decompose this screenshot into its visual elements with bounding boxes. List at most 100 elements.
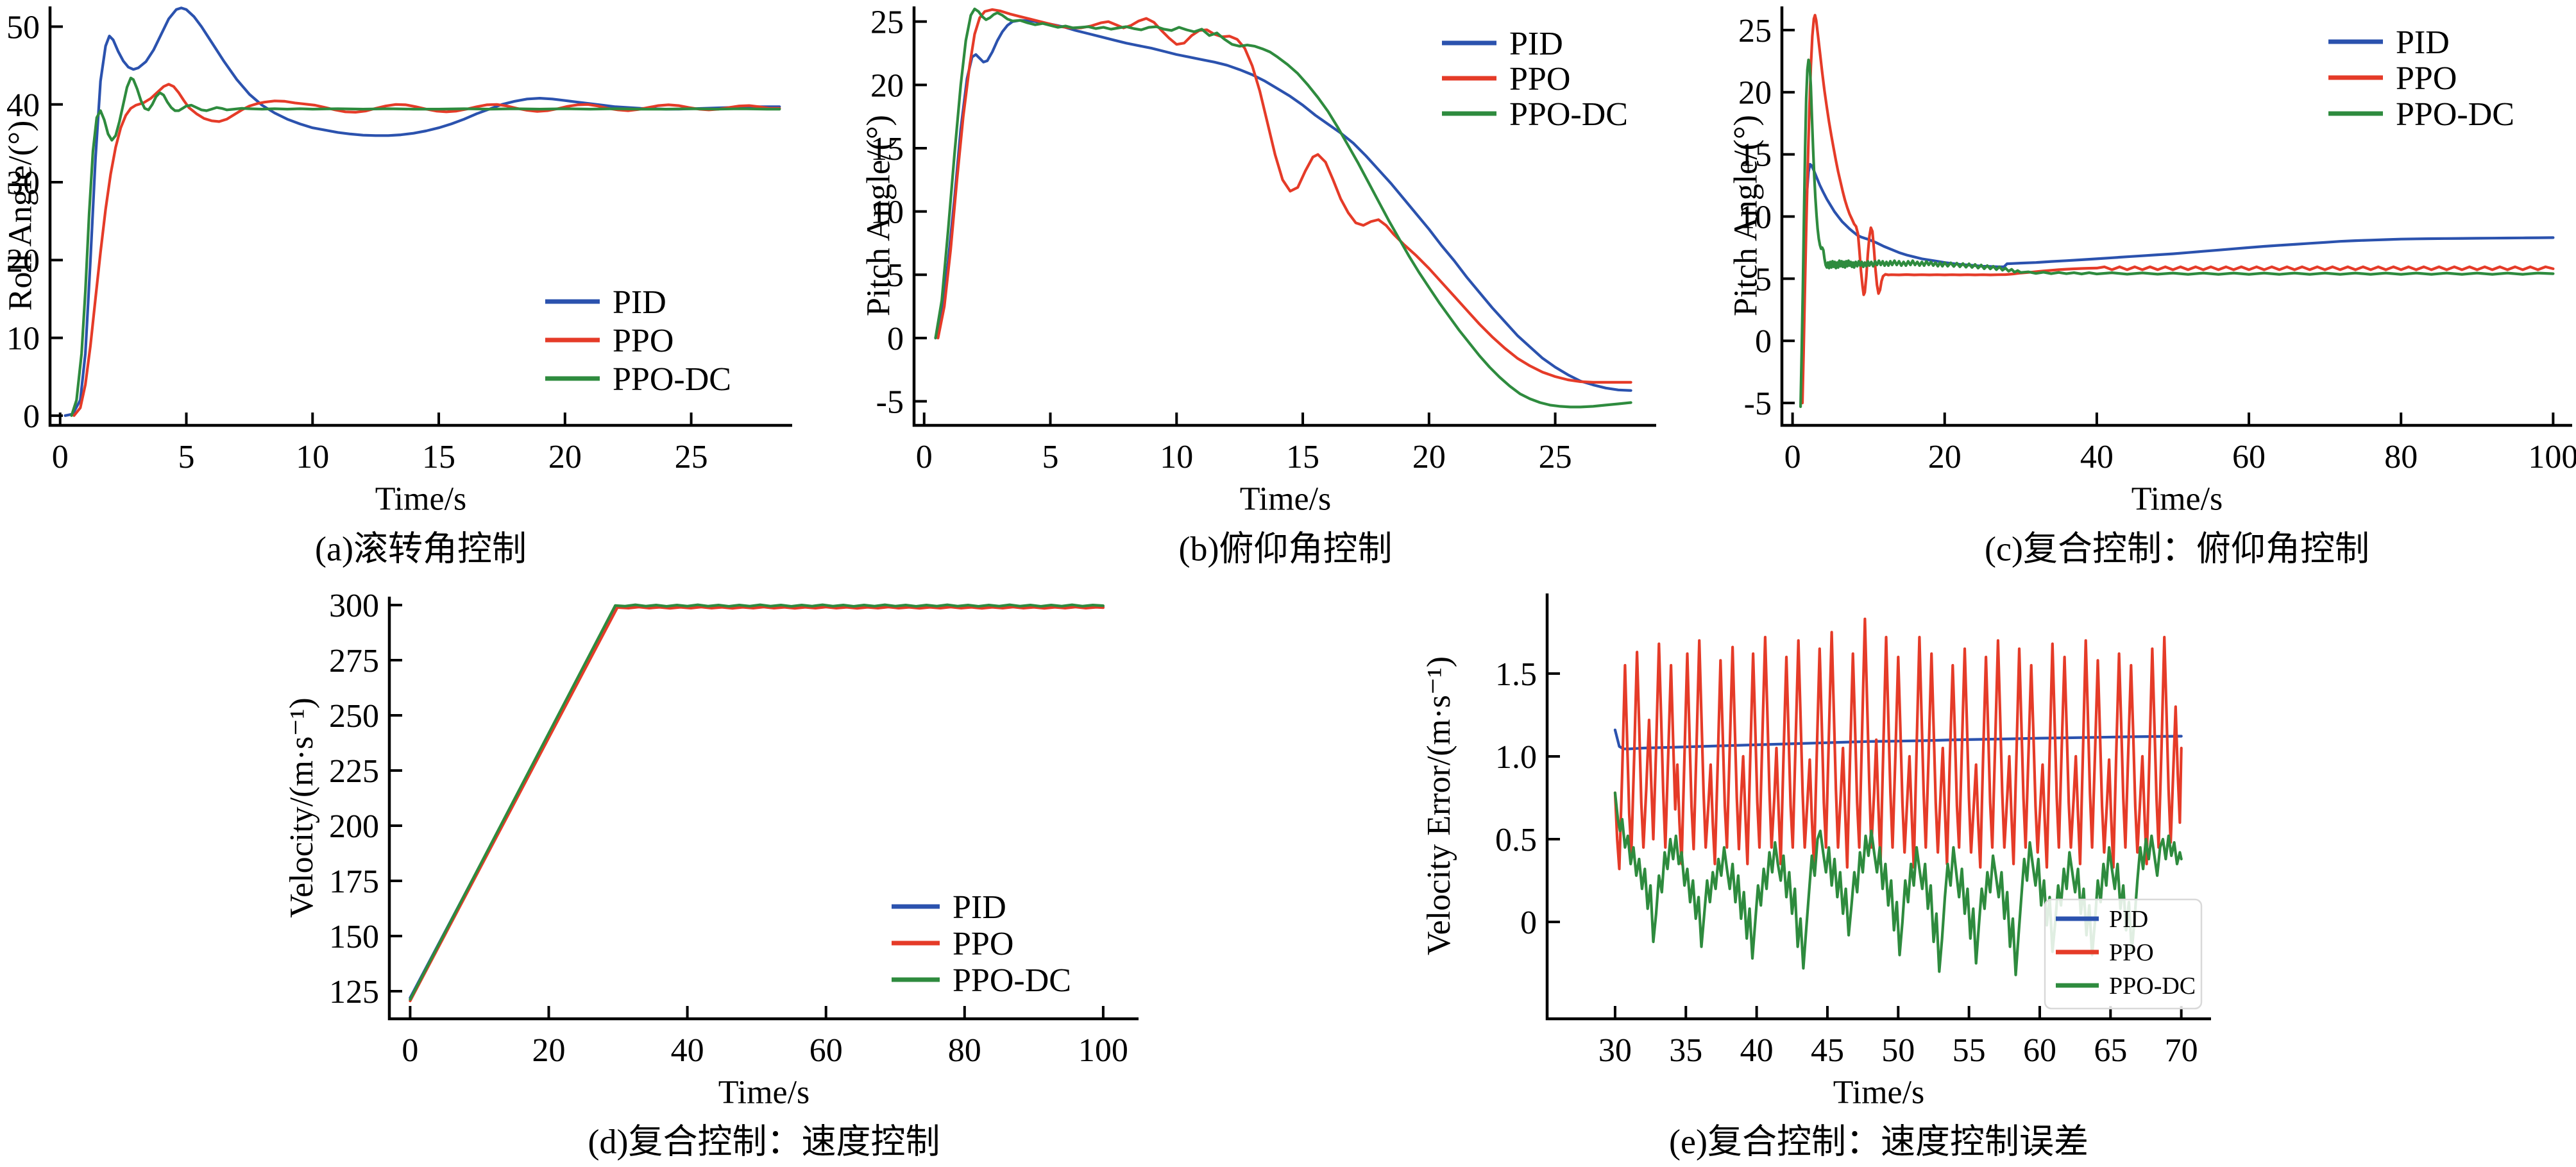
caption-chart-a: (a)滚转角控制 bbox=[315, 529, 527, 568]
x-tick-label-c: 60 bbox=[2232, 439, 2266, 475]
y-tick-label-d: 300 bbox=[329, 588, 379, 624]
legend-label-ppo-d: PPO bbox=[953, 926, 1013, 962]
x-tick-label-e: 30 bbox=[1598, 1032, 1632, 1069]
x-tick-label-a: 20 bbox=[548, 439, 582, 475]
series-ppo-b bbox=[936, 8, 1632, 384]
x-tick-label-e: 60 bbox=[2023, 1032, 2056, 1069]
y-tick-label-e: 1.5 bbox=[1495, 656, 1537, 693]
legend-label-ppo-c: PPO bbox=[2396, 60, 2457, 97]
chart-e: 30 35 40 45 50 55 60 65 70 0 0.5 1.0 1.5 PID PPO PPO-DC bbox=[1495, 593, 2211, 1069]
x-tick-label-b: 0 bbox=[916, 439, 933, 475]
x-tick-label-a: 0 bbox=[52, 439, 69, 475]
y-tick-label-a: 40 bbox=[6, 87, 40, 124]
y-tick-label-b: 20 bbox=[870, 67, 904, 104]
x-tick-label-e: 50 bbox=[1881, 1032, 1915, 1069]
legend-label-ppo-e: PPO bbox=[2109, 939, 2154, 966]
x-tick-label-e: 35 bbox=[1669, 1032, 1702, 1069]
series-pid-b bbox=[934, 19, 1632, 392]
caption-chart-d: (d)复合控制：速度控制 bbox=[588, 1122, 940, 1161]
series-ppo-dc-b bbox=[934, 7, 1632, 409]
ylabel-chart-d: Velocity/(m·s⁻¹) bbox=[284, 697, 320, 918]
y-tick-label-b: 0 bbox=[887, 321, 904, 357]
xlabel-chart-e: Time/s bbox=[1833, 1074, 1925, 1111]
y-tick-label-c: 10 bbox=[1738, 199, 1772, 235]
xlabel-chart-d: Time/s bbox=[718, 1074, 810, 1111]
series-ppo-d bbox=[409, 606, 1105, 1003]
axis-spines-e bbox=[1545, 593, 2211, 1021]
y-tick-label-b: 10 bbox=[870, 194, 904, 231]
x-tick-label-a: 10 bbox=[296, 439, 329, 475]
x-tick-label-b: 25 bbox=[1539, 439, 1572, 475]
legend-label-ppo-dc-c: PPO-DC bbox=[2396, 96, 2514, 133]
chart-d: 0 20 40 60 80 100125150175200225250275300PIDP… bbox=[329, 588, 1139, 1069]
legend-label-pid-c: PID bbox=[2396, 24, 2450, 61]
axis-spines-a bbox=[48, 6, 792, 427]
x-tick-label-e: 40 bbox=[1740, 1032, 1774, 1069]
legend-label-ppo-a: PPO bbox=[613, 323, 674, 359]
legend-label-pid-d: PID bbox=[953, 889, 1006, 926]
caption-chart-c: (c)复合控制：俯仰角控制 bbox=[1985, 529, 2369, 568]
y-tick-label-d: 250 bbox=[329, 698, 379, 735]
xlabel-chart-c: Time/s bbox=[2131, 481, 2223, 518]
legend-box-e bbox=[2044, 898, 2203, 1010]
axis-spines-b bbox=[912, 6, 1656, 427]
y-tick-label-d: 200 bbox=[329, 808, 379, 845]
y-tick-label-b: 25 bbox=[870, 4, 904, 41]
y-tick-label-d: 275 bbox=[329, 643, 379, 679]
axis-spines-d bbox=[387, 597, 1139, 1021]
x-tick-label-e: 70 bbox=[2165, 1032, 2198, 1069]
ylabel-chart-e: Velocity Error/(m·s⁻¹) bbox=[1421, 656, 1457, 956]
y-tick-label-a: 50 bbox=[6, 10, 40, 46]
series-ppo-dc-d bbox=[409, 603, 1105, 1001]
ylabel-chart-b: Pitch Angle/(°) bbox=[860, 115, 897, 316]
y-tick-label-b: 15 bbox=[870, 131, 904, 167]
legend-label-pid-a: PID bbox=[613, 284, 666, 321]
y-tick-label-a: 20 bbox=[6, 243, 40, 279]
y-tick-label-b: -5 bbox=[876, 384, 904, 421]
y-tick-label-e: 0.5 bbox=[1495, 822, 1537, 858]
ylabel-chart-c: Pitch Angle/(°) bbox=[1727, 115, 1765, 316]
x-tick-label-d: 60 bbox=[809, 1032, 843, 1069]
axis-spines-c bbox=[1780, 6, 2572, 427]
xlabel-chart-a: Time/s bbox=[375, 481, 467, 518]
x-tick-label-e: 55 bbox=[1953, 1032, 1986, 1069]
y-tick-label-c: 5 bbox=[1755, 261, 1772, 298]
xlabel-chart-b: Time/s bbox=[1239, 481, 1332, 518]
x-tick-label-d: 40 bbox=[671, 1032, 704, 1069]
ylabel-chart-a: Roll Angle/(°) bbox=[2, 120, 39, 311]
x-tick-label-a: 25 bbox=[675, 439, 708, 475]
x-tick-label-c: 20 bbox=[1928, 439, 1962, 475]
series-ppo-dc-c bbox=[1799, 58, 2555, 409]
y-tick-label-c: -5 bbox=[1744, 386, 1772, 422]
x-tick-label-b: 10 bbox=[1160, 439, 1193, 475]
y-tick-label-e: 0 bbox=[1520, 905, 1537, 941]
y-tick-label-c: 0 bbox=[1755, 323, 1772, 360]
x-tick-label-b: 20 bbox=[1412, 439, 1446, 475]
y-tick-label-a: 10 bbox=[6, 321, 40, 357]
y-tick-label-d: 150 bbox=[329, 919, 379, 955]
y-tick-label-c: 20 bbox=[1738, 75, 1772, 112]
x-tick-label-e: 45 bbox=[1811, 1032, 1844, 1069]
legend-label-pid-e: PID bbox=[2109, 906, 2148, 933]
y-tick-label-a: 30 bbox=[6, 165, 40, 201]
series-ppo-e bbox=[1613, 617, 2183, 871]
x-tick-label-a: 5 bbox=[178, 439, 195, 475]
x-tick-label-d: 100 bbox=[1078, 1032, 1128, 1069]
legend-e: PID PPO PPO-DC bbox=[2044, 898, 2203, 1010]
caption-chart-b: (b)俯仰角控制 bbox=[1178, 529, 1393, 568]
legend-label-ppo-dc-b: PPO-DC bbox=[1509, 96, 1628, 133]
x-tick-label-d: 80 bbox=[948, 1032, 981, 1069]
x-tick-label-b: 15 bbox=[1286, 439, 1319, 475]
y-tick-label-d: 175 bbox=[329, 864, 379, 900]
series-ppo-dc-a bbox=[70, 76, 781, 417]
series-pid-c bbox=[1800, 163, 2555, 405]
